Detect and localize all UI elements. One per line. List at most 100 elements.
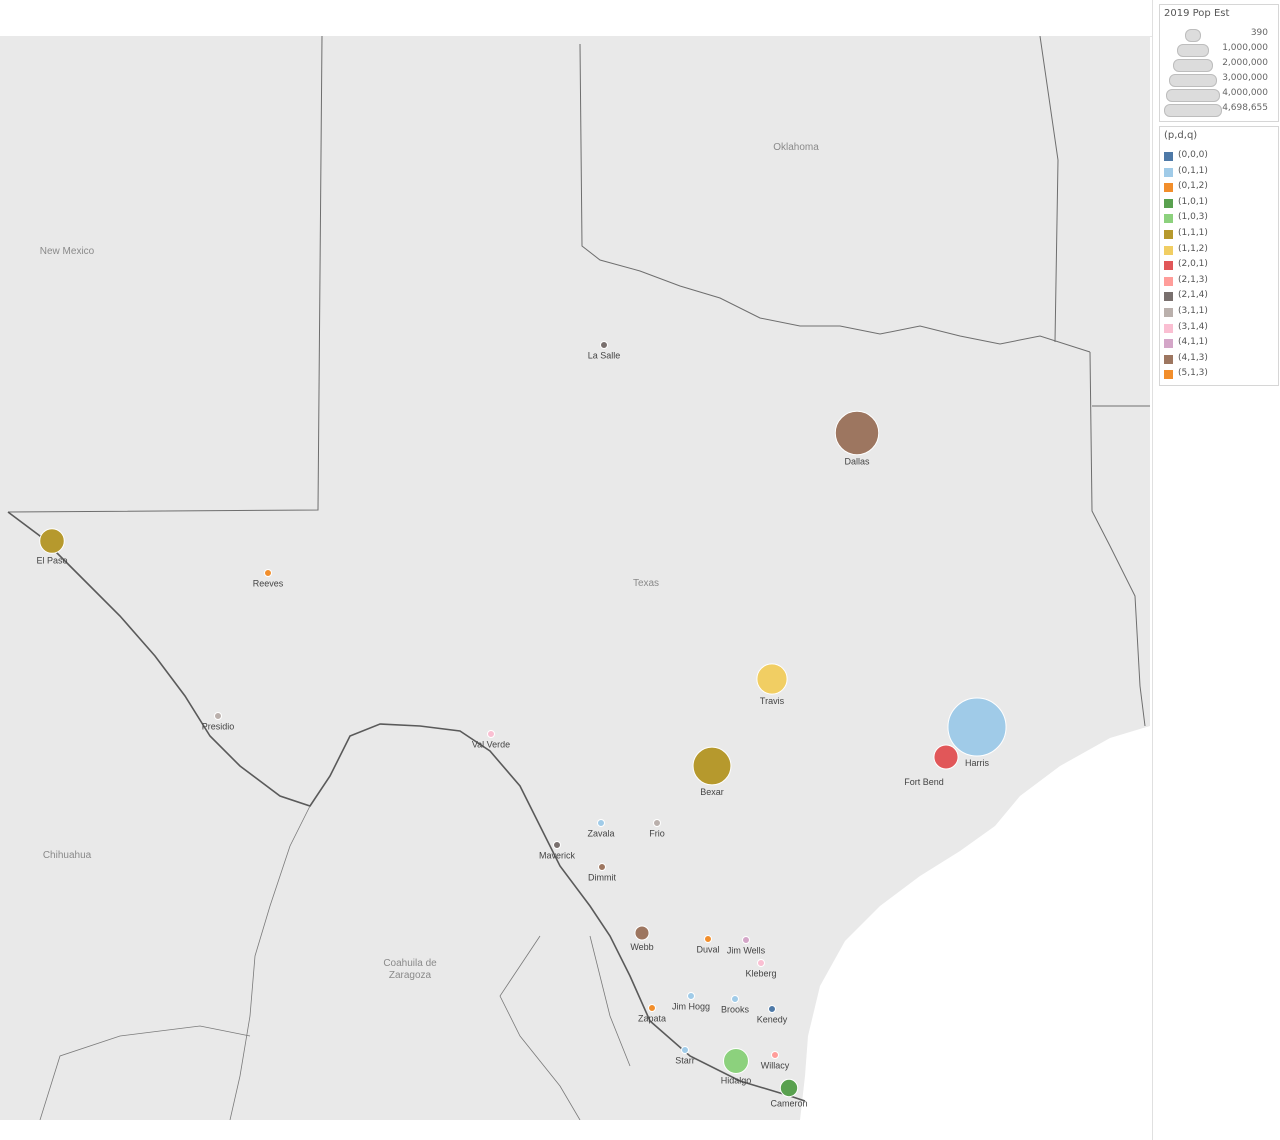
county-circle-starr[interactable] — [681, 1046, 689, 1054]
color-legend-item[interactable]: (3,1,1) — [1160, 305, 1278, 320]
county-mark-webb[interactable]: Webb — [630, 925, 654, 952]
county-mark-travis[interactable]: Travis — [756, 663, 788, 706]
region-chihuahua: Chihuahua — [43, 850, 92, 861]
region-coahuila-line1: Coahuila de — [383, 958, 437, 969]
color-legend-item[interactable]: (5,1,3) — [1160, 367, 1278, 382]
county-circle-zavala[interactable] — [597, 819, 605, 827]
county-circle-cameron[interactable] — [779, 1078, 799, 1098]
size-legend-pill — [1164, 104, 1222, 117]
county-mark-maverick[interactable]: Maverick — [539, 841, 576, 861]
county-circle-maverick[interactable] — [553, 841, 561, 849]
color-legend-item[interactable]: (0,0,0) — [1160, 149, 1278, 164]
county-label-starr: Starr — [675, 1056, 695, 1066]
county-circle-harris[interactable] — [947, 697, 1007, 757]
county-mark-hidalgo[interactable]: Hidalgo — [721, 1048, 752, 1086]
county-circle-jim-hogg[interactable] — [687, 992, 695, 1000]
color-legend-swatch — [1164, 261, 1173, 271]
color-legend-label: (2,1,3) — [1178, 274, 1208, 285]
legend-panel: 2019 Pop Est 390 1,000,000 2,000,000 3,000,… — [1152, 0, 1280, 1140]
color-legend-label: (1,1,1) — [1178, 228, 1208, 238]
county-marks[interactable]: La Salle Dallas El Paso Reeves Travis Presidi… — [36, 341, 1007, 1109]
county-mark-harris[interactable]: Harris — [947, 697, 1007, 768]
map-canvas[interactable]: Oklahoma New Mexico Texas Chihuahua Coah… — [0, 36, 1150, 1120]
county-circle-kenedy[interactable] — [768, 1005, 776, 1013]
county-circle-zapata[interactable] — [648, 1004, 656, 1012]
color-legend-item[interactable]: (2,1,4) — [1160, 289, 1278, 304]
county-circle-fort-bend[interactable] — [933, 744, 959, 770]
region-coahuila-line2: Zaragoza — [389, 970, 432, 981]
color-legend-item[interactable]: (2,1,3) — [1160, 274, 1278, 289]
county-circle-willacy[interactable] — [771, 1051, 779, 1059]
color-legend-item[interactable]: (2,0,1) — [1160, 258, 1278, 273]
county-label-bexar: Bexar — [700, 787, 724, 797]
color-legend-item[interactable]: (4,1,1) — [1160, 336, 1278, 351]
county-mark-zapata[interactable]: Zapata — [638, 1004, 666, 1024]
county-mark-zavala[interactable]: Zavala — [587, 819, 615, 839]
size-legend-pill — [1185, 29, 1201, 42]
county-mark-fort-bend[interactable]: Fort Bend — [904, 744, 959, 787]
county-label-maverick: Maverick — [539, 851, 576, 861]
color-legend-item[interactable]: (4,1,3) — [1160, 352, 1278, 367]
county-circle-presidio[interactable] — [214, 712, 222, 720]
color-legend-item[interactable]: (1,1,2) — [1160, 243, 1278, 258]
county-mark-presidio[interactable]: Presidio — [202, 712, 235, 732]
county-mark-jim-wells[interactable]: Jim Wells — [727, 936, 766, 956]
color-legend-item[interactable]: (0,1,1) — [1160, 165, 1278, 180]
size-legend-label: 4,698,655 — [1222, 103, 1268, 113]
county-mark-bexar[interactable]: Bexar — [692, 746, 732, 797]
color-legend-swatch — [1164, 152, 1173, 161]
county-mark-brooks[interactable]: Brooks — [721, 995, 750, 1015]
color-legend-item[interactable]: (1,0,1) — [1160, 196, 1278, 211]
county-circle-hidalgo[interactable] — [723, 1048, 749, 1074]
color-legend-item[interactable]: (1,0,3) — [1160, 211, 1278, 226]
color-legend-item[interactable]: (3,1,4) — [1160, 321, 1278, 336]
map-view[interactable]: Oklahoma New Mexico Texas Chihuahua Coah… — [0, 36, 1150, 1120]
county-circle-la-salle[interactable] — [600, 341, 608, 349]
county-circle-kleberg[interactable] — [757, 959, 765, 967]
gulf-of-mexico — [800, 726, 1150, 1120]
county-mark-la-salle[interactable]: La Salle — [588, 341, 621, 361]
state-borders — [7, 36, 1150, 727]
county-circle-reeves[interactable] — [264, 569, 272, 577]
county-mark-kenedy[interactable]: Kenedy — [757, 1005, 788, 1025]
color-legend-item[interactable]: (0,1,2) — [1160, 180, 1278, 195]
title-bar — [0, 0, 1152, 37]
county-circle-jim-wells[interactable] — [742, 936, 750, 944]
color-legend-swatch — [1164, 214, 1173, 224]
color-legend-label: (5,1,3) — [1178, 368, 1208, 379]
county-label-reeves: Reeves — [253, 579, 284, 589]
county-mark-starr[interactable]: Starr — [675, 1046, 695, 1066]
county-label-jim-wells: Jim Wells — [727, 946, 766, 956]
county-mark-dimmit[interactable]: Dimmit — [588, 863, 616, 883]
county-mark-val-verde[interactable]: Val Verde — [472, 730, 510, 750]
county-mark-el-paso[interactable]: El Paso — [36, 528, 68, 566]
size-legend-item: 390 — [1160, 27, 1278, 42]
county-circle-val-verde[interactable] — [487, 730, 495, 738]
county-mark-dallas[interactable]: Dallas — [834, 410, 880, 467]
county-circle-el-paso[interactable] — [39, 528, 65, 554]
color-legend-item[interactable]: (1,1,1) — [1160, 227, 1278, 242]
county-mark-reeves[interactable]: Reeves — [253, 569, 284, 589]
color-legend-label: (2,0,1) — [1178, 259, 1208, 270]
size-legend-label: 3,000,000 — [1222, 73, 1268, 83]
size-legend-item: 3,000,000 — [1160, 72, 1278, 87]
county-mark-frio[interactable]: Frio — [649, 819, 665, 839]
county-mark-duval[interactable]: Duval — [696, 935, 720, 955]
county-label-zavala: Zavala — [587, 829, 614, 839]
county-mark-kleberg[interactable]: Kleberg — [745, 959, 777, 979]
county-circle-dimmit[interactable] — [598, 863, 606, 871]
county-label-brooks: Brooks — [721, 1005, 750, 1015]
county-circle-travis[interactable] — [756, 663, 788, 695]
county-circle-brooks[interactable] — [731, 995, 739, 1003]
county-mark-jim-hogg[interactable]: Jim Hogg — [672, 992, 710, 1012]
county-circle-dallas[interactable] — [834, 410, 880, 456]
color-legend-label: (1,1,2) — [1178, 243, 1208, 254]
region-oklahoma: Oklahoma — [773, 142, 819, 153]
county-mark-cameron[interactable]: Cameron — [770, 1078, 808, 1109]
mexico-state-borders — [39, 805, 631, 1120]
county-circle-webb[interactable] — [634, 925, 650, 941]
county-mark-willacy[interactable]: Willacy — [761, 1051, 790, 1071]
county-circle-bexar[interactable] — [692, 746, 732, 786]
county-circle-duval[interactable] — [704, 935, 712, 943]
county-circle-frio[interactable] — [653, 819, 661, 827]
